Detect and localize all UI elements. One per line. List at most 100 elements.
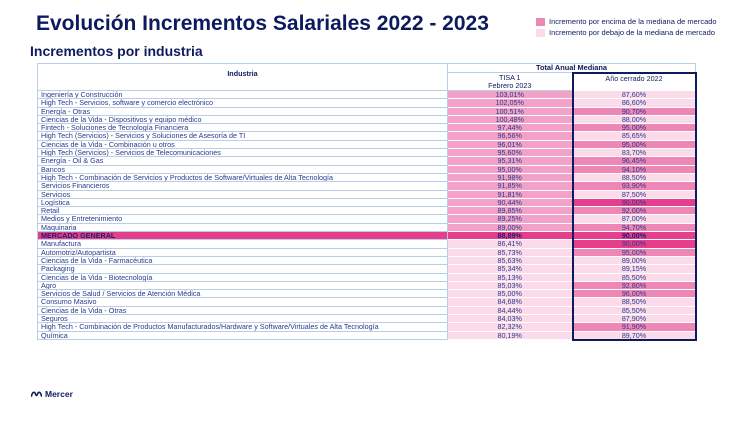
industry-name: Logística: [37, 197, 448, 208]
tisa-value: 103,01%: [447, 90, 573, 100]
tisa-value: 95,60%: [447, 148, 573, 158]
ano-cerrado-value: 95,00%: [571, 140, 697, 150]
ano-cerrado-value: 86,60%: [571, 98, 697, 108]
tisa-value: 91,85%: [447, 181, 573, 191]
table-row: MERCADO GENERAL 88,89% 90,00%: [37, 231, 697, 241]
industry-name: Medios y Entretenimiento: [37, 214, 448, 224]
ano-cerrado-value: 87,50%: [571, 190, 697, 199]
industry-name: Energía - Oil & Gas: [37, 156, 448, 166]
table-row: Ciencias de la Vida - Farmacéutica 85,63%…: [37, 255, 697, 266]
table-row: Ingeniería y Construcción 103,01% 87,60%: [37, 89, 697, 100]
tisa-value: 85,34%: [447, 264, 573, 274]
tisa-value: 88,89%: [447, 231, 573, 241]
tisa-value: 85,63%: [447, 256, 573, 266]
industry-name: Ciencias de la Vida - Dispositivos y equ…: [37, 114, 448, 125]
industry-name: Automotriz/Autopartista: [37, 247, 448, 257]
industry-name: Ciencias de la Vida - Biotecnología: [37, 272, 448, 282]
tisa-value: 89,00%: [447, 223, 573, 233]
ano-cerrado-value: 92,00%: [571, 206, 697, 216]
industry-name: Ciencias de la Vida - Otras: [37, 305, 448, 316]
legend-label-above: Incremento por encima de la mediana de m…: [549, 17, 717, 26]
ano-cerrado-value: 87,00%: [571, 214, 697, 224]
ano-cerrado-value: 95,00%: [571, 248, 697, 257]
industry-name: Bancos: [37, 164, 448, 174]
industry-name: Ingeniería y Construcción: [37, 89, 448, 100]
tisa-value: 84,03%: [447, 314, 573, 324]
ano-cerrado-value: 94,10%: [571, 165, 697, 174]
tisa-value: 85,03%: [447, 281, 573, 291]
industry-name: Seguros: [37, 313, 448, 324]
tisa-value: 96,56%: [447, 131, 573, 141]
ano-cerrado-value: 88,50%: [571, 297, 697, 307]
industry-name: Packaging: [37, 264, 448, 274]
ano-cerrado-value: 85,50%: [571, 273, 697, 282]
table-row: Ciencias de la Vida - Biotecnología 85,13…: [37, 272, 697, 282]
header-industria: Industria: [37, 63, 448, 91]
tisa-value: 85,73%: [447, 248, 573, 257]
tisa-value: 82,32%: [447, 322, 573, 332]
industry-name: Fintech - Soluciones de Tecnología Finan…: [37, 123, 448, 133]
legend-swatch-below: [536, 28, 545, 37]
tisa-value: 96,01%: [447, 140, 573, 150]
mercer-logo-text: Mercer: [45, 389, 73, 399]
table-row: Servicios de Salud / Servicios de Atenci…: [37, 289, 697, 299]
table-body: Ingeniería y Construcción 103,01% 87,60% Hi…: [37, 89, 697, 341]
ano-cerrado-value: 90,00%: [571, 198, 697, 208]
industry-name: Energía - Otras: [37, 106, 448, 116]
table-row: High Tech - Servicios, software y comerc…: [37, 98, 697, 108]
mercer-logo: Mercer: [31, 389, 73, 399]
salary-table: Industria Total Anual Mediana TISA 1 Feb…: [37, 63, 697, 341]
legend-item-above: Incremento por encima de la mediana de m…: [536, 16, 717, 27]
ano-cerrado-value: 89,15%: [571, 264, 697, 274]
table-row: Maquinaria 89,00% 94,70%: [37, 222, 697, 233]
table-row: High Tech (Servicios) - Servicios y Solu…: [37, 131, 697, 141]
table-row: Ciencias de la Vida - Combinación u otro…: [37, 139, 697, 150]
ano-cerrado-value: 83,70%: [571, 148, 697, 158]
table-row: High Tech - Combinación de Servicios y P…: [37, 172, 697, 183]
tisa-value: 97,44%: [447, 123, 573, 133]
industry-name: Química: [37, 330, 448, 341]
table-row: Agro 85,03% 92,80%: [37, 280, 697, 291]
industry-name: High Tech - Servicios, software y comerc…: [37, 98, 448, 108]
industry-name: High Tech (Servicios) - Servicios de Tel…: [37, 148, 448, 158]
table-row: Consumo Masivo 84,68% 88,50%: [37, 297, 697, 307]
tisa-value: 80,19%: [447, 331, 573, 341]
table-row: Servicios Financieros 91,85% 93,90%: [37, 181, 697, 191]
header-total-anual: Total Anual Mediana: [446, 63, 697, 73]
page-title: Evolución Incrementos Salariales 2022 - …: [36, 12, 489, 35]
table-row: Ciencias de la Vida - Otras 84,44% 85,50%: [37, 305, 697, 316]
tisa-value: 86,41%: [447, 239, 573, 249]
ano-cerrado-value: 89,00%: [571, 256, 697, 266]
table-row: Energía - Oil & Gas 95,31% 96,45%: [37, 156, 697, 166]
tisa-value: 89,85%: [447, 206, 573, 216]
tisa-value: 84,68%: [447, 297, 573, 307]
industry-name: Servicios: [37, 189, 448, 199]
table-row: Logística 90,44% 90,00%: [37, 197, 697, 208]
industry-name: High Tech - Combinación de Servicios y P…: [37, 172, 448, 183]
table-row: Packaging 85,34% 89,15%: [37, 264, 697, 274]
ano-cerrado-value: 94,70%: [571, 223, 697, 233]
tisa-value: 90,44%: [447, 198, 573, 208]
table-row: Medios y Entretenimiento 89,25% 87,00%: [37, 214, 697, 224]
legend: Incremento por encima de la mediana de m…: [536, 16, 717, 38]
table-row: Manufactura 86,41% 90,00%: [37, 239, 697, 249]
tisa-value: 91,81%: [447, 190, 573, 199]
industry-name: High Tech - Combinación de Productos Man…: [37, 322, 448, 332]
legend-swatch-above: [536, 17, 545, 26]
ano-cerrado-value: 85,65%: [571, 131, 697, 141]
table-row: Servicios 91,81% 87,50%: [37, 189, 697, 199]
ano-cerrado-value: 90,00%: [571, 239, 697, 249]
industry-name: MERCADO GENERAL: [37, 231, 448, 241]
header-tisa: TISA 1 Febrero 2023: [447, 72, 573, 91]
table-row: Seguros 84,03% 87,90%: [37, 313, 697, 324]
ano-cerrado-value: 95,00%: [571, 123, 697, 133]
industry-name: Agro: [37, 280, 448, 291]
industry-name: Servicios de Salud / Servicios de Atenci…: [37, 289, 448, 299]
industry-name: Consumo Masivo: [37, 297, 448, 307]
tisa-value: 95,31%: [447, 156, 573, 166]
legend-item-below: Incremento por debajo de la mediana de m…: [536, 27, 717, 38]
tisa-value: 84,44%: [447, 306, 573, 316]
table-row: Bancos 95,00% 94,10%: [37, 164, 697, 174]
industry-name: Maquinaria: [37, 222, 448, 233]
table-row: Retail 89,85% 92,00%: [37, 206, 697, 216]
